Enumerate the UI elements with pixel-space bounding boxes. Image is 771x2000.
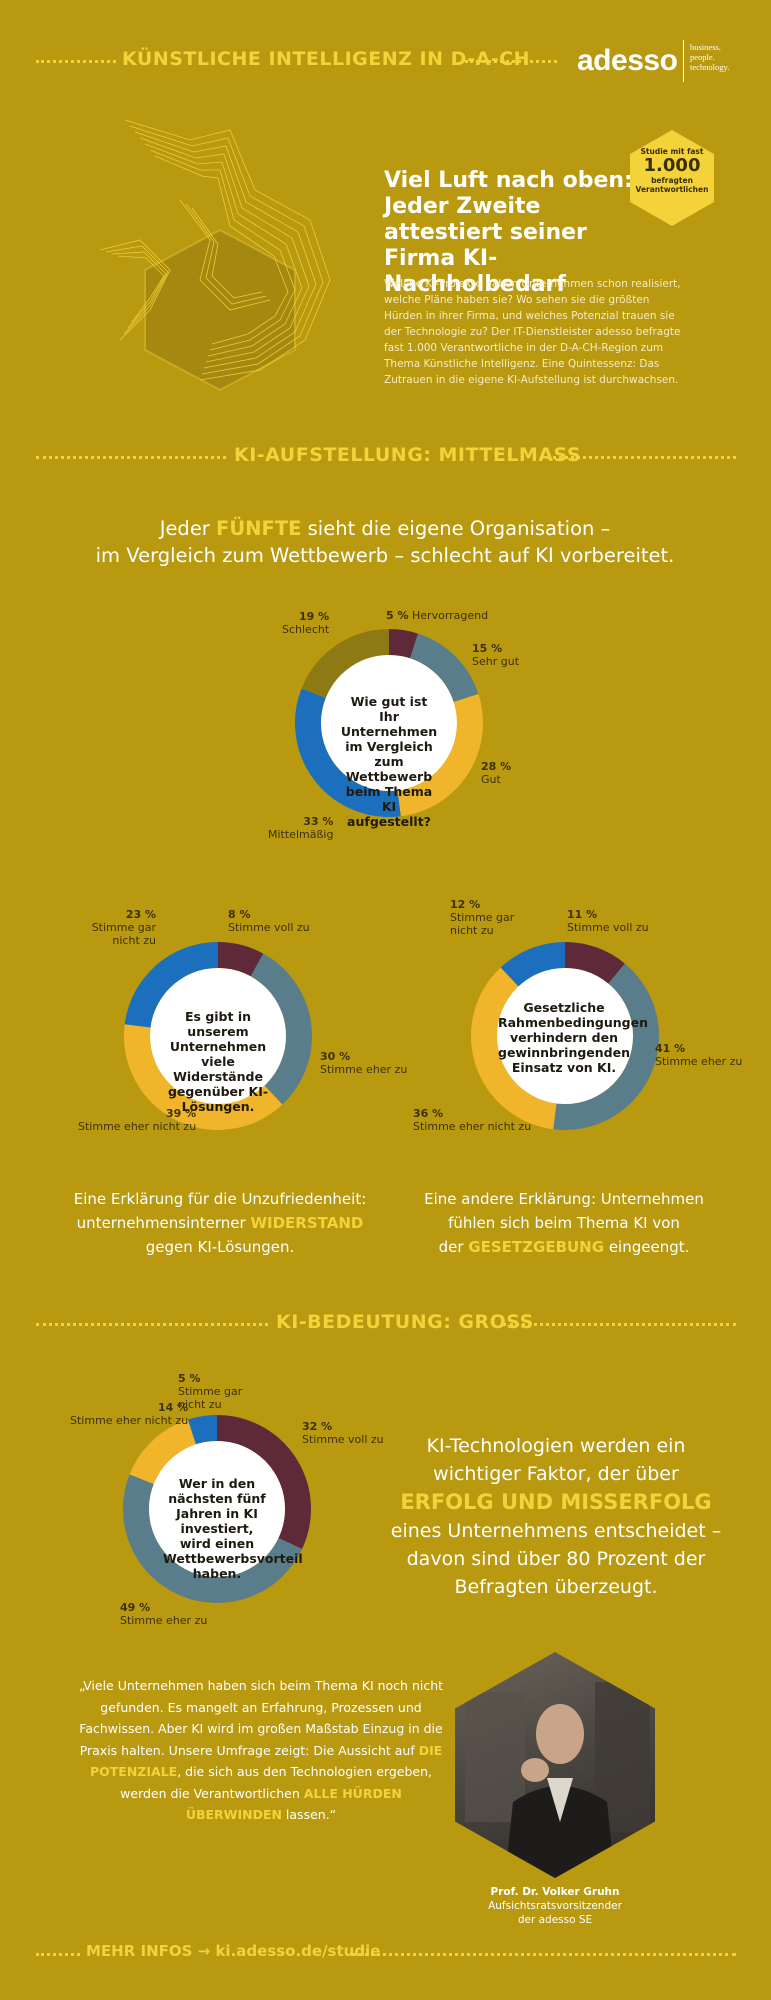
header-divider-left <box>36 60 116 63</box>
importance-statement: KI-Technologien werden ein wichtiger Fak… <box>390 1435 722 1598</box>
expert-quote: „Viele Unternehmen haben sich beim Thema… <box>78 1678 444 1822</box>
donut-slice-stimme-eher-nicht-zu <box>129 1419 197 1485</box>
donut-center <box>150 968 286 1104</box>
donut-slice-stimme-gar-nicht-zu <box>187 1415 218 1445</box>
label-hervorragend: 5 % Hervorragend <box>386 609 489 622</box>
header-title: KÜNSTLICHE INTELLIGENZ IN D-A-CH <box>122 48 531 70</box>
label-mittelmaessig: 33 % Mittelmäßig <box>268 815 334 841</box>
label-gut: 28 % Gut <box>481 760 512 786</box>
label-g-eher: 41 % Stimme eher zu <box>655 1042 743 1068</box>
label-g-eher-nicht: 36 % Stimme eher nicht zu <box>413 1107 532 1133</box>
label-r-gar-nicht: 23 % Stimme gar nicht zu <box>91 908 156 947</box>
chart-ki-positioning <box>295 629 483 817</box>
adesso-logo: adesso <box>577 44 678 77</box>
donut-slice-stimme-gar-nicht-zu <box>500 942 566 987</box>
header-divider-right <box>465 60 557 63</box>
donut-slice-stimme-eher-nicht-zu <box>471 967 557 1130</box>
donut-slice-stimme-voll-zu <box>216 1415 311 1550</box>
section2-title: KI-BEDEUTUNG: GROSS <box>276 1311 534 1333</box>
study-badge: Studie mit fast 1.000 befragten Verantwo… <box>630 130 714 226</box>
footer-divider-right <box>352 1953 736 1956</box>
footer-divider-left <box>36 1953 80 1956</box>
section2-divider-left <box>36 1323 268 1326</box>
label-w-eher: 49 % Stimme eher zu <box>120 1601 208 1627</box>
logo-tagline: business. people. technology. <box>690 42 730 72</box>
donut-slice-mittelmä-ig <box>295 688 401 817</box>
chart-internal-resistance-question: Es gibt in unserem Unternehmen viele Wid… <box>167 1009 269 1114</box>
label-r-eher: 30 % Stimme eher zu <box>320 1050 408 1076</box>
chart-legislation <box>471 942 659 1130</box>
donut-slice-stimme-eher-nicht-zu <box>124 1024 283 1130</box>
explanation-legislation: Eine andere Erklärung: Unternehmen fühle… <box>424 1190 704 1256</box>
label-w-gar-nicht: 5 % Stimme gar nicht zu <box>178 1372 243 1411</box>
donut-slice-stimme-voll-zu <box>564 942 625 984</box>
section1-divider-right <box>540 456 736 459</box>
portrait-photo <box>455 1652 655 1878</box>
donut-center <box>149 1441 285 1577</box>
donut-slice-stimme-voll-zu <box>217 942 264 977</box>
donut-slice-stimme-eher-zu <box>123 1474 303 1603</box>
donut-slice-sehr-gut <box>409 633 479 703</box>
section1-title: KI-AUFSTELLUNG: MITTELMASS <box>234 444 582 466</box>
chart-internal-resistance <box>124 942 312 1130</box>
section1-lead: Jeder FÜNFTE sieht die eigene Organisati… <box>95 517 675 567</box>
donut-slice-stimme-eher-zu <box>250 953 312 1105</box>
label-g-gar-nicht: 12 % Stimme gar nicht zu <box>450 898 515 937</box>
ai-wireframe-illustration <box>99 119 331 392</box>
donut-slice-stimme-eher-zu <box>553 963 659 1130</box>
label-sehr-gut: 15 % Sehr gut <box>472 642 520 668</box>
section2-divider-right <box>503 1323 736 1326</box>
chart-ki-positioning-question: Wie gut ist Ihr Unternehmen im Vergleich… <box>340 694 438 829</box>
donut-slice-hervorragend <box>388 629 419 659</box>
chart-legislation-question: Gesetzliche Rahmenbedingungen verhindern… <box>498 1000 648 1075</box>
chart-competitive-advantage <box>123 1415 311 1603</box>
donut-center <box>321 655 457 791</box>
section1-divider-left <box>36 456 226 459</box>
label-schlecht: 19 % Schlecht <box>282 610 330 636</box>
label-w-voll: 32 % Stimme voll zu <box>302 1420 384 1446</box>
donut-slice-gut <box>397 693 483 817</box>
footer-link[interactable]: MEHR INFOS → ki.adesso.de/studie <box>86 1942 381 1960</box>
label-r-eher-nicht: 39 % Stimme eher nicht zu <box>78 1107 197 1133</box>
explanation-resistance: Eine Erklärung für die Unzufriedenheit: … <box>73 1190 367 1256</box>
label-g-voll: 11 % Stimme voll zu <box>567 908 649 934</box>
donut-slice-stimme-gar-nicht-zu <box>124 942 219 1028</box>
chart-competitive-advantage-question: Wer in den nächsten fünf Jahren in KI in… <box>163 1476 303 1581</box>
intro-text: Welche KI-Projekte haben Unternehmen sch… <box>384 278 681 386</box>
logo-divider <box>683 40 684 82</box>
label-w-eher-nicht: 14 % Stimme eher nicht zu <box>70 1401 189 1427</box>
portrait-caption: Prof. Dr. Volker Gruhn Aufsichtsratsvors… <box>488 1886 622 1926</box>
label-r-voll: 8 % Stimme voll zu <box>228 908 310 934</box>
donut-center <box>497 968 633 1104</box>
donut-slice-schlecht <box>301 629 390 699</box>
intro-headline: Viel Luft nach oben: Jeder Zweite attest… <box>384 168 633 297</box>
